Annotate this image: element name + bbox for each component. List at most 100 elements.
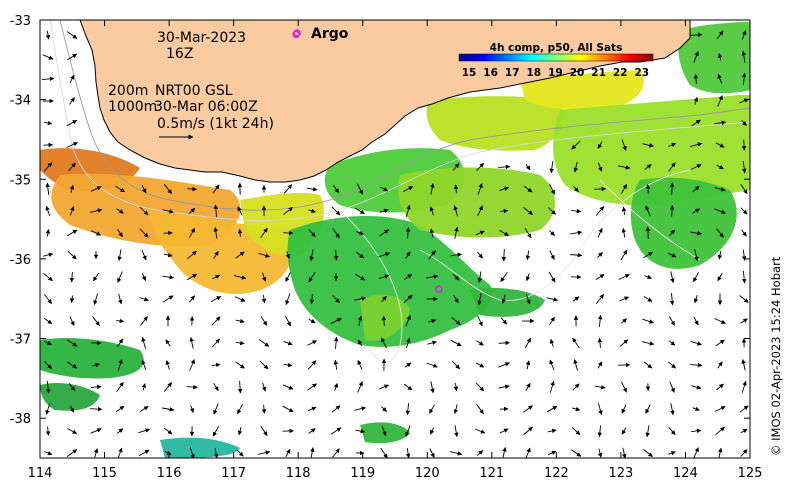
current-arrow (261, 404, 267, 414)
current-arrow (330, 427, 342, 435)
current-arrow (163, 427, 173, 435)
current-arrow (163, 382, 173, 392)
current-arrow (189, 447, 195, 458)
current-arrow (619, 339, 629, 347)
current-arrow (115, 405, 125, 413)
current-arrow (403, 383, 413, 391)
current-arrow (573, 161, 578, 173)
current-arrow (642, 341, 655, 346)
current-arrow (117, 249, 122, 262)
lon-tick-label: 114 (28, 466, 53, 481)
current-arrow (570, 230, 583, 235)
current-arrow (741, 359, 746, 371)
current-arrow (210, 296, 222, 302)
lon-tick-label: 123 (608, 466, 633, 481)
current-arrow (690, 340, 702, 346)
current-arrow (66, 361, 78, 369)
current-arrow (597, 361, 603, 369)
current-arrow (188, 207, 196, 215)
current-arrow (572, 296, 580, 302)
current-arrow (525, 250, 531, 261)
current-arrow (741, 72, 747, 85)
current-arrow (213, 226, 219, 239)
sst-patch (40, 383, 100, 411)
current-arrow (594, 384, 606, 390)
current-arrow (714, 406, 726, 412)
credit-text: © IMOS 02-Apr-2023 15:24 Hobart (769, 256, 783, 456)
current-arrow (454, 226, 459, 239)
current-arrow (741, 50, 746, 63)
current-arrow (309, 294, 315, 305)
current-arrow (44, 340, 52, 346)
current-arrow (620, 184, 628, 194)
current-arrow (117, 228, 123, 238)
current-arrow (283, 340, 293, 346)
current-arrow (690, 32, 703, 38)
current-arrow (189, 405, 194, 413)
current-arrow (332, 227, 340, 239)
current-arrow (549, 230, 556, 236)
current-arrow (116, 381, 124, 393)
current-arrow (499, 428, 509, 434)
current-arrow (69, 405, 75, 413)
current-arrow (523, 185, 533, 193)
current-arrow (690, 231, 702, 236)
current-arrow (453, 205, 458, 217)
current-arrow (235, 340, 245, 346)
current-arrow (308, 271, 316, 283)
current-arrow (211, 338, 221, 348)
current-arrow (740, 183, 748, 195)
current-arrow (717, 53, 723, 61)
current-arrow (453, 295, 459, 304)
current-arrow (573, 359, 578, 371)
current-arrow (45, 380, 51, 394)
current-arrow (571, 140, 581, 150)
current-arrow (141, 249, 147, 261)
current-arrow (66, 449, 78, 457)
current-arrow (429, 448, 435, 458)
current-arrow (618, 165, 631, 170)
current-arrow (452, 273, 460, 281)
current-arrow (165, 360, 170, 370)
argo-float-marker (435, 285, 443, 294)
current-arrow (67, 250, 77, 260)
current-arrow (285, 448, 291, 457)
current-arrow (380, 186, 389, 192)
current-arrow (669, 293, 675, 306)
current-arrow (717, 361, 723, 369)
current-arrow (475, 230, 485, 236)
current-arrow (237, 228, 243, 237)
current-arrow (692, 208, 700, 214)
current-arrow (597, 227, 603, 238)
current-arrow (162, 209, 174, 214)
lon-tick-label: 117 (221, 466, 246, 481)
current-arrow (308, 428, 316, 434)
current-arrow (667, 252, 677, 258)
current-arrow (426, 362, 438, 368)
current-arrow (283, 362, 293, 368)
current-arrow (140, 316, 148, 326)
current-arrow (476, 162, 484, 172)
current-arrow (45, 426, 51, 436)
current-arrow (308, 318, 316, 324)
current-arrow (117, 447, 123, 458)
current-arrow (430, 381, 435, 394)
current-arrow (235, 251, 245, 259)
current-arrow (741, 270, 747, 284)
current-arrow (548, 271, 556, 283)
current-arrow (454, 425, 459, 438)
current-arrow (430, 183, 435, 195)
current-arrow (163, 184, 173, 195)
current-arrow (402, 186, 414, 192)
current-arrow (714, 120, 727, 125)
current-arrow (573, 185, 579, 193)
current-arrow (66, 229, 78, 237)
current-arrow (68, 162, 76, 172)
current-arrow (44, 294, 52, 304)
plot-frame (39, 19, 751, 459)
current-arrow (693, 447, 699, 458)
current-arrow (477, 205, 483, 217)
current-arrow (381, 315, 387, 326)
current-arrow (476, 450, 484, 456)
